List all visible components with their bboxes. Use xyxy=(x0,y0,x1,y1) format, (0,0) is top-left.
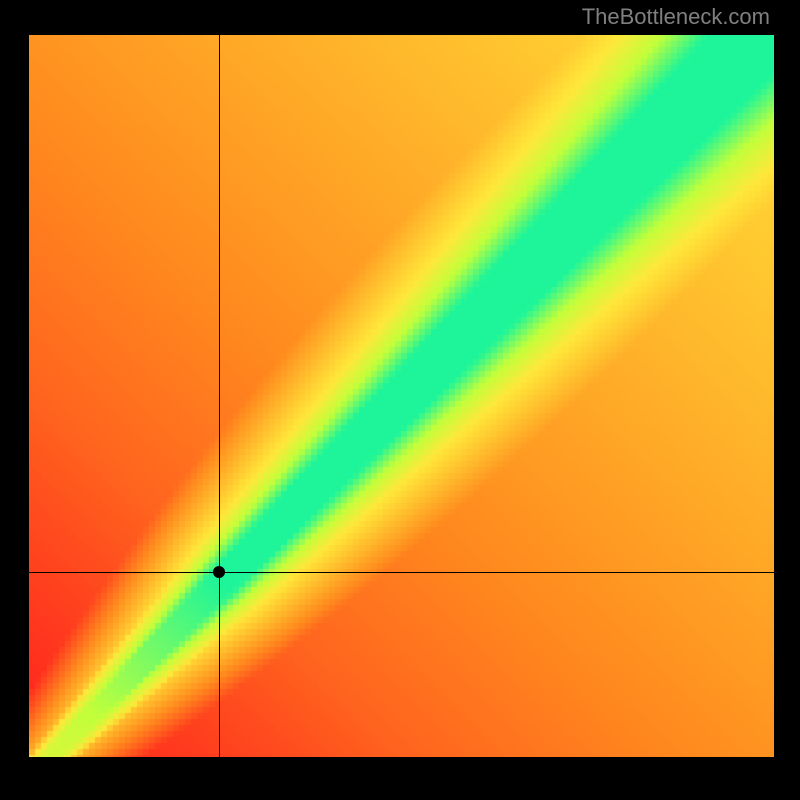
crosshair-marker xyxy=(213,566,225,578)
heatmap-canvas xyxy=(29,35,774,757)
watermark-text: TheBottleneck.com xyxy=(582,4,770,30)
crosshair-vertical xyxy=(219,35,220,757)
crosshair-horizontal xyxy=(29,572,774,573)
heatmap-plot-area xyxy=(29,35,774,757)
